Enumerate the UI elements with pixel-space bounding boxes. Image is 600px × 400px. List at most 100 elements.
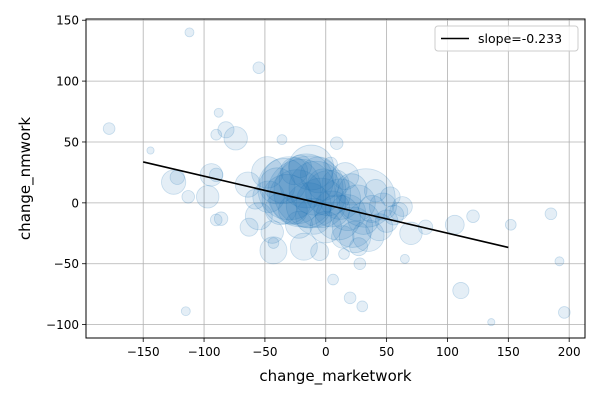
data-point xyxy=(358,195,386,223)
data-point xyxy=(180,306,191,317)
x-tick-label: −50 xyxy=(252,345,277,359)
y-tick-label: 100 xyxy=(56,75,79,89)
data-point xyxy=(259,236,288,265)
data-point xyxy=(244,188,266,210)
data-point xyxy=(288,154,312,178)
y-axis-label: change_nmwork xyxy=(16,117,35,240)
x-tick-label: −150 xyxy=(127,345,160,359)
data-point xyxy=(347,202,380,235)
data-point xyxy=(349,237,369,257)
data-point xyxy=(310,242,330,261)
y-axis-ticks: −100 −50 0 50 100 150 xyxy=(46,14,86,332)
data-point xyxy=(146,146,155,155)
data-point xyxy=(307,168,340,201)
data-point xyxy=(223,126,248,151)
x-tick-label: 0 xyxy=(322,345,330,359)
data-point xyxy=(260,220,284,244)
data-point xyxy=(181,190,195,204)
data-point xyxy=(331,206,374,248)
data-point xyxy=(269,169,324,225)
data-point xyxy=(319,178,362,220)
data-point xyxy=(323,156,338,172)
data-point xyxy=(329,194,367,231)
y-tick-label: −50 xyxy=(54,257,79,271)
data-point xyxy=(280,157,309,186)
data-point xyxy=(217,121,235,139)
data-point xyxy=(251,156,284,189)
data-point xyxy=(161,169,187,195)
data-point xyxy=(102,122,116,135)
data-point xyxy=(330,136,344,150)
data-point xyxy=(315,194,361,241)
data-point xyxy=(336,168,396,228)
y-tick-label: 50 xyxy=(64,135,79,149)
data-point xyxy=(213,107,224,118)
data-point xyxy=(309,211,342,244)
data-point xyxy=(276,134,288,145)
data-point xyxy=(365,213,394,242)
data-point xyxy=(544,207,558,221)
x-tick-label: 50 xyxy=(379,345,394,359)
data-point xyxy=(343,291,357,305)
data-points xyxy=(102,27,571,327)
y-tick-label: 0 xyxy=(71,196,79,210)
data-point xyxy=(261,174,312,225)
data-point xyxy=(379,186,401,208)
data-point xyxy=(289,232,318,261)
y-tick-label: 150 xyxy=(56,14,79,28)
data-point xyxy=(504,218,517,231)
data-point xyxy=(417,219,434,235)
data-point xyxy=(338,220,372,254)
grid-lines xyxy=(86,19,585,338)
x-tick-label: −100 xyxy=(188,345,221,359)
x-tick-label: 100 xyxy=(436,345,459,359)
data-point xyxy=(264,192,297,226)
data-point xyxy=(466,209,480,223)
legend-label: slope=-0.233 xyxy=(478,31,562,46)
data-point xyxy=(554,256,565,267)
x-tick-label: 200 xyxy=(558,345,581,359)
data-point xyxy=(392,196,413,217)
fit-line xyxy=(143,161,509,249)
data-point xyxy=(335,173,368,206)
data-point xyxy=(487,318,496,327)
data-point xyxy=(285,210,313,239)
legend-box xyxy=(434,25,579,52)
data-point xyxy=(234,171,261,198)
data-point xyxy=(339,184,376,222)
data-point xyxy=(327,273,339,286)
data-point xyxy=(364,179,388,203)
data-point xyxy=(239,217,259,237)
data-point xyxy=(305,170,352,217)
data-point xyxy=(389,201,409,221)
data-point xyxy=(369,192,397,221)
data-point xyxy=(210,128,223,141)
data-point xyxy=(452,282,470,300)
data-point xyxy=(313,190,351,228)
data-point xyxy=(331,225,355,249)
x-axis-ticks: −150 −100 −50 0 50 100 150 200 xyxy=(127,338,581,359)
plot-frame xyxy=(85,18,586,339)
data-point xyxy=(353,257,367,270)
data-point xyxy=(300,156,337,194)
legend: slope=-0.233 xyxy=(434,25,579,52)
data-point xyxy=(321,169,350,198)
data-point xyxy=(184,27,195,38)
x-tick-label: 150 xyxy=(497,345,520,359)
data-point xyxy=(278,153,334,209)
data-point xyxy=(356,300,369,313)
data-point xyxy=(352,219,385,252)
data-point xyxy=(196,185,220,209)
data-point xyxy=(295,197,332,235)
data-point xyxy=(399,253,410,264)
data-point xyxy=(444,214,465,235)
x-axis-label: change_marketwork xyxy=(259,367,412,386)
y-tick-label: −100 xyxy=(46,318,79,332)
data-point xyxy=(288,144,335,191)
data-point xyxy=(278,195,308,225)
data-point xyxy=(558,306,571,319)
data-point xyxy=(331,162,360,190)
data-point xyxy=(267,158,336,228)
